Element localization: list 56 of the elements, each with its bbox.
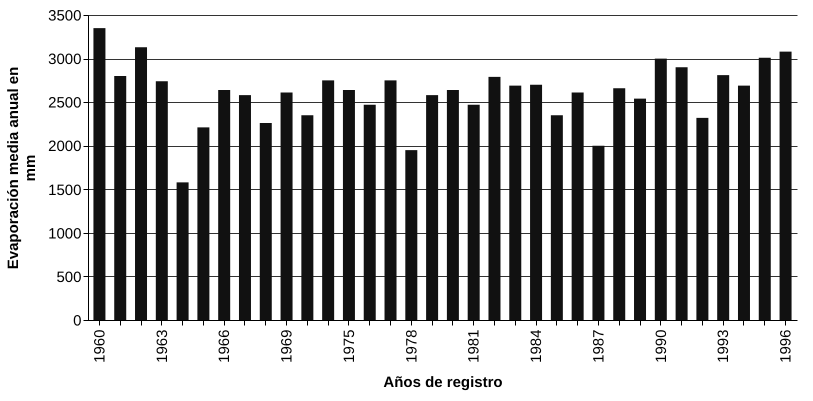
bar [488,76,500,320]
bar [592,146,604,320]
bar [405,150,418,320]
y-tick-label: 3500 [48,8,82,24]
y-tick-label: 500 [56,268,82,286]
bar [322,80,334,320]
bar [218,90,230,320]
bar [613,88,626,320]
bar [780,52,792,320]
bar [364,104,376,320]
x-tick-label: 1978 [403,330,420,363]
bar [135,47,148,320]
bar [176,182,189,320]
bar [93,28,106,320]
x-axis-title: Años de registro [383,374,503,391]
bar [530,84,542,320]
bar [758,58,771,320]
x-tick-label: 1990 [652,330,670,363]
bar [426,95,438,320]
y-tick-label: 2000 [48,138,82,156]
bar [197,127,210,320]
x-tick-label: 1960 [91,330,108,363]
bar [468,104,480,320]
bar [446,90,459,320]
y-tick-label: 2500 [48,94,82,112]
bar [509,86,522,320]
y-tick-label: 1500 [48,182,82,199]
bar [572,92,584,320]
bar [696,118,708,320]
y-tick-label: 3000 [48,51,82,68]
x-tick-label: 1996 [778,330,795,363]
bar [301,115,314,320]
x-tick-label: 1975 [340,330,358,363]
x-tick-label: 1981 [466,330,483,363]
bar [114,76,126,320]
x-tick-label: 1969 [278,330,296,363]
bar [384,80,397,320]
bar [156,81,168,320]
bar [280,92,293,320]
y-tick-label: 1000 [48,225,82,242]
y-tick-label: 0 [73,312,82,330]
bar [738,86,750,320]
bar [342,90,355,320]
x-tick-label: 1993 [715,330,732,363]
x-tick-label: 1963 [154,330,171,363]
x-tick-label: 1984 [528,330,546,363]
x-tick-label: 1987 [590,330,608,363]
bar [238,95,251,320]
y-axis-title: Evaporación media anual en mm [5,66,40,270]
bar [260,123,272,320]
bar [676,67,688,320]
x-tick-label: 1966 [216,330,234,363]
bar [550,115,563,320]
bar [634,98,646,320]
bar [717,75,730,320]
bar [654,58,667,320]
